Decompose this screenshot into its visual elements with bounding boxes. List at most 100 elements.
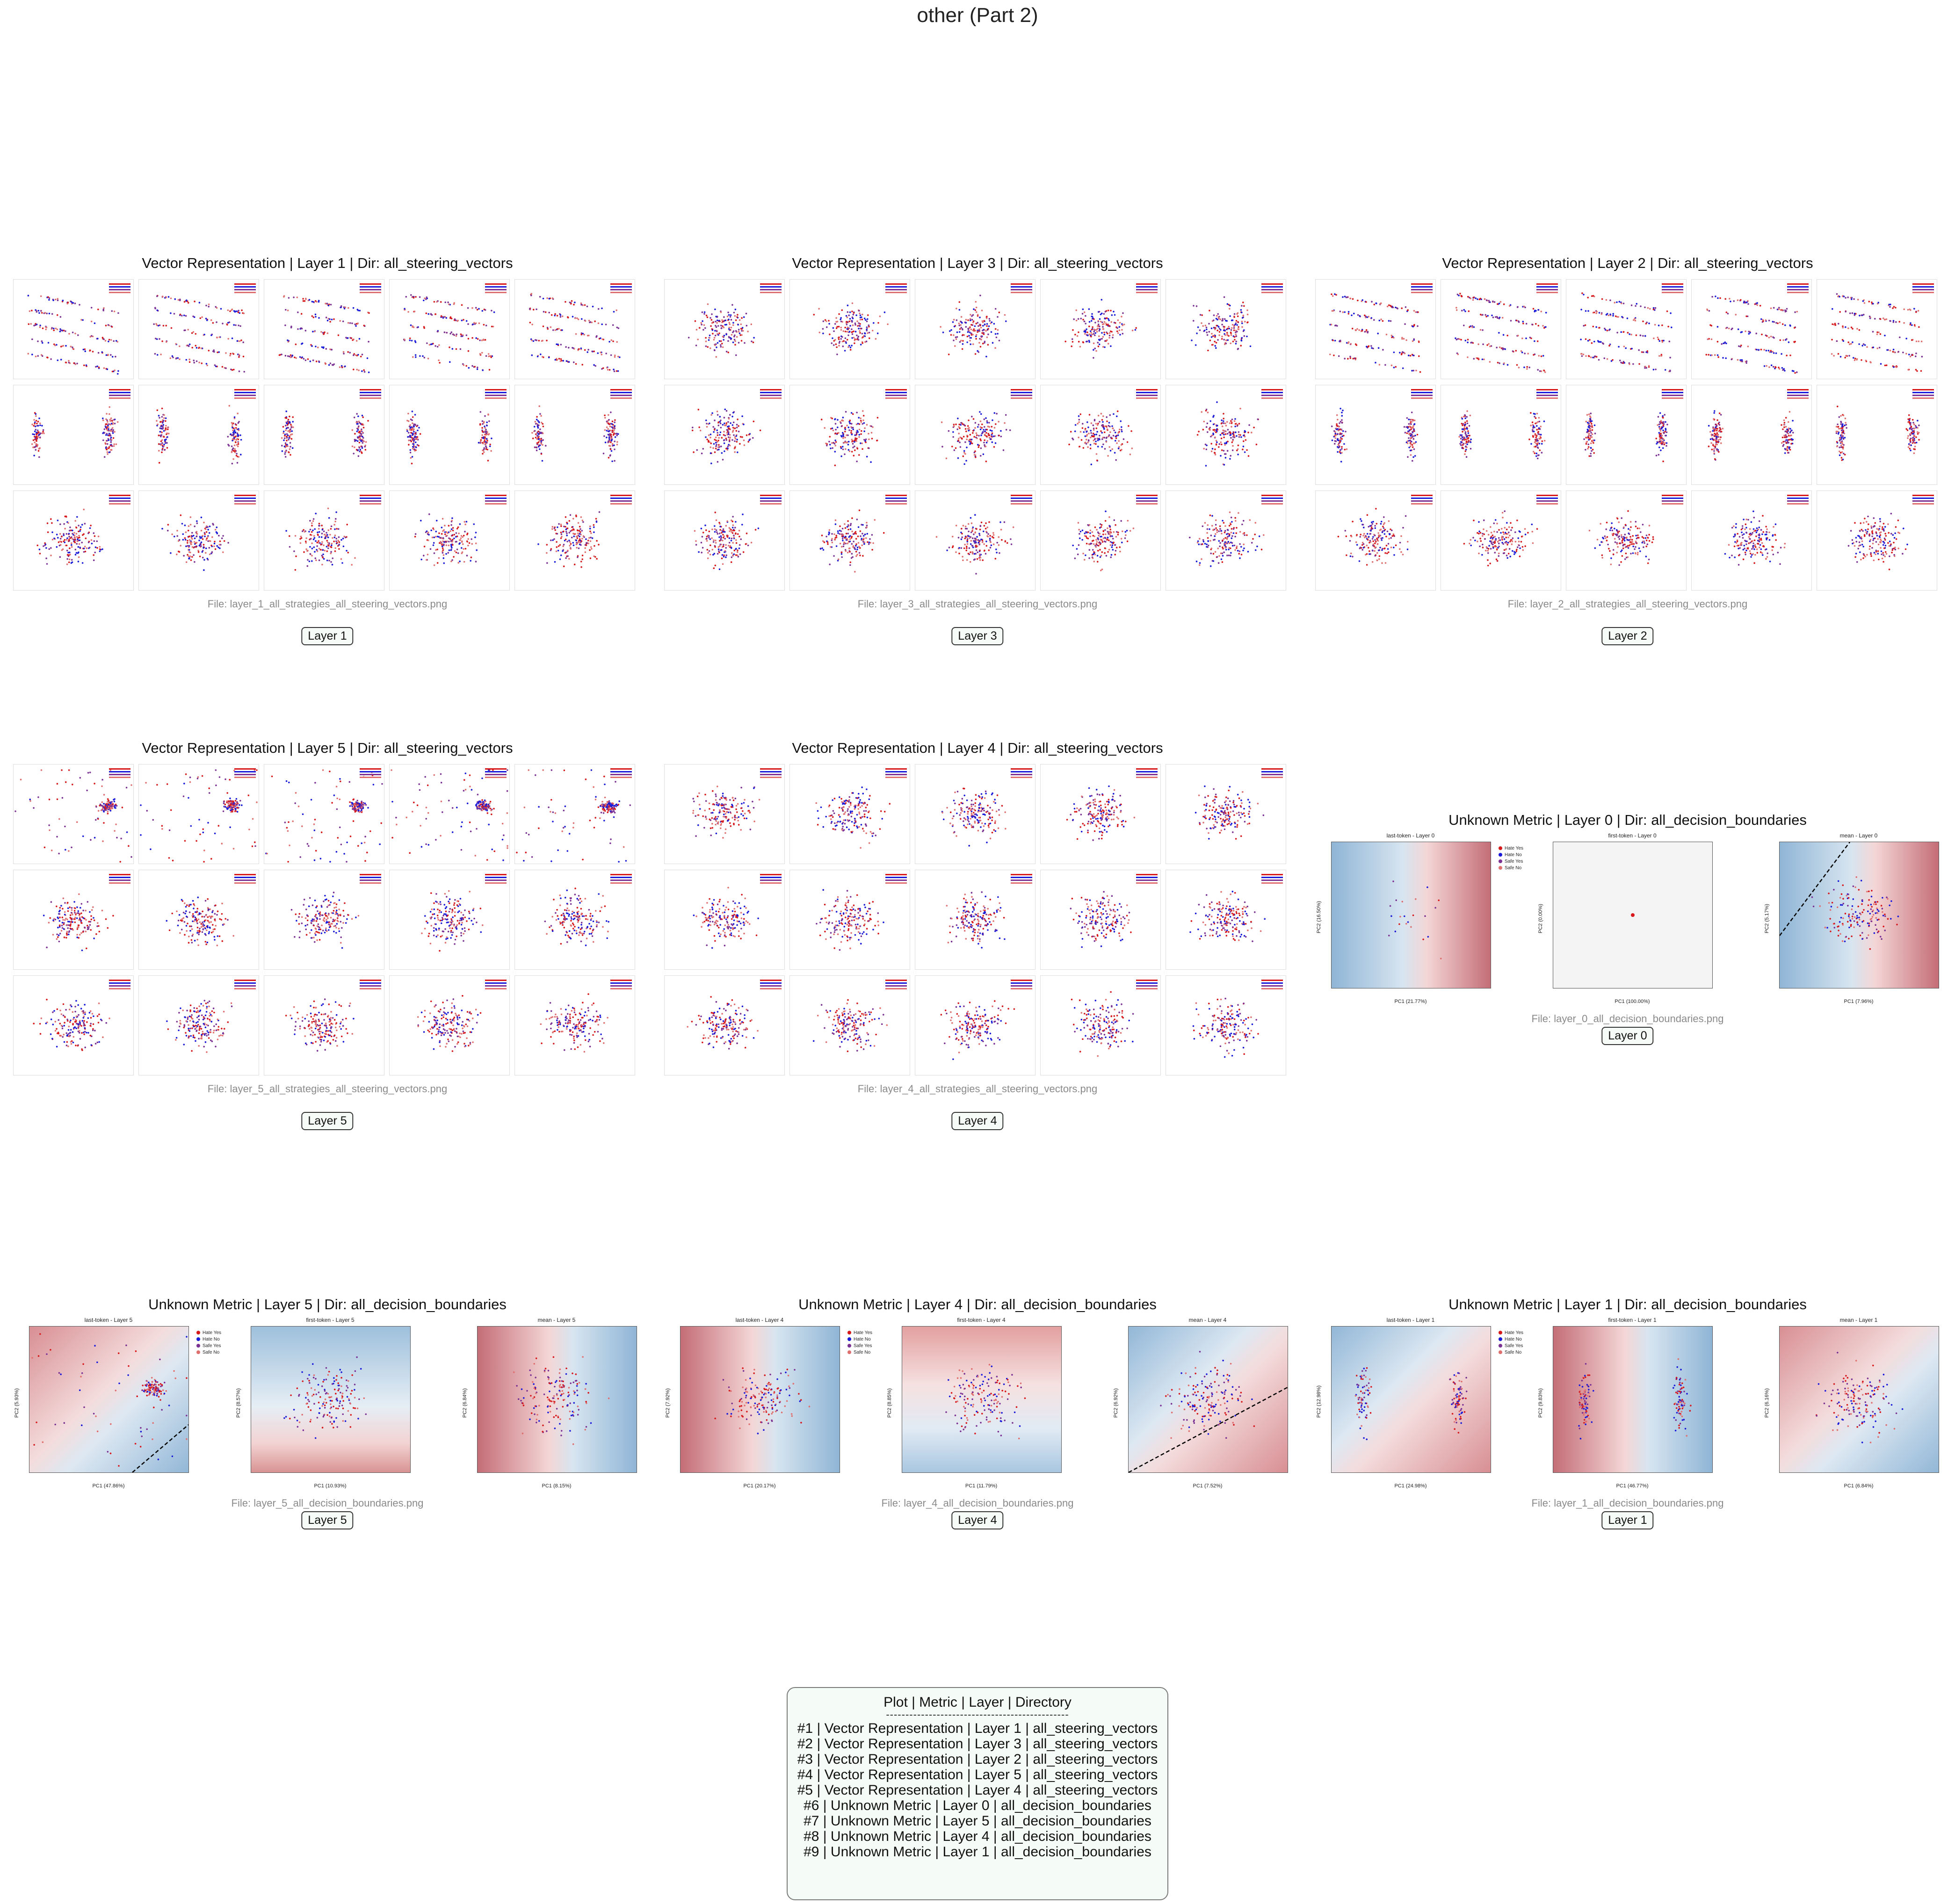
scatter-point [742,330,744,332]
scatter-point [110,339,112,341]
scatter-point [986,323,988,325]
scatter-point [338,543,340,546]
scatter-point [956,336,958,338]
scatter-point [531,432,533,434]
scatter-point [1217,326,1220,328]
scatter-point [609,454,611,457]
scatter-point [109,418,111,421]
scatter-point [1230,332,1232,333]
scatter-point [435,536,437,538]
scatter-point [83,364,85,367]
scatter-point [1090,463,1093,465]
scatter-point [332,537,333,539]
scatter-point [481,339,483,341]
scatter-point [434,345,436,347]
scatter-point [833,533,835,535]
scatter-point [985,553,987,555]
scatter-point [813,314,815,316]
subplot-legend [485,493,507,506]
scatter-point [110,439,113,441]
scatter-point [966,559,968,561]
scatter-point [703,324,705,326]
scatter-point [844,326,846,329]
scatter-point [859,530,862,532]
scatter-point [1223,464,1225,466]
scatter-point [848,345,850,347]
scatter-point [68,558,71,561]
scatter-point [1253,426,1255,429]
legend-swatch [360,397,381,399]
scatter-point [725,447,727,450]
scatter-point [844,542,846,544]
scatter-point [729,329,731,331]
scatter-point [731,556,733,558]
scatter-point [57,299,59,302]
scatter-point [237,311,239,313]
scatter-point [701,311,703,313]
scatter-point [965,319,967,321]
scatter-point [848,320,850,323]
scatter-point [155,323,157,325]
scatter-point [853,541,854,542]
scatter-point [35,445,37,447]
scatter-point [1229,315,1231,317]
scatter-point [78,556,80,558]
scatter-point [448,541,450,543]
scatter-point [470,560,471,562]
scatter-point [581,318,583,320]
scatter-point [463,561,465,563]
scatter-point [113,419,115,421]
scatter-point [99,546,101,548]
scatter-point [1214,335,1216,337]
scatter-point [159,421,161,423]
scatter-point [984,430,986,433]
scatter-point [196,541,198,544]
scatter-point [736,439,738,440]
subplot-legend [610,388,632,400]
scatter-point [162,424,164,426]
scatter-point [604,414,606,417]
scatter-point [967,425,969,427]
scatter-point [848,327,850,329]
scatter-point [233,427,235,429]
scatter-point [109,430,111,432]
scatter-point [973,553,976,555]
scatter-point [734,436,736,438]
scatter-point [329,534,331,536]
scatter-point [600,351,601,353]
scatter-point [329,362,332,364]
scatter-point [211,551,213,553]
scatter-point [580,540,583,542]
scatter-point [236,340,239,342]
scatter-point [864,534,866,535]
scatter-point [50,358,52,360]
scatter-point [846,434,847,436]
legend-swatch [360,392,381,393]
scatter-point [1196,434,1199,436]
scatter-point [864,335,866,337]
scatter-point [701,324,702,325]
scatter-point [970,543,972,545]
scatter-point [835,343,837,345]
scatter-point [203,547,204,549]
scatter-point [62,345,64,347]
scatter-point [942,332,944,333]
scatter-point [840,338,842,340]
scatter-point [78,525,80,526]
scatter-point [691,429,694,432]
scatter-point [852,545,854,547]
scatter-point [537,543,539,545]
scatter-point [290,354,292,356]
scatter-point [616,341,618,343]
legend-swatch [760,500,782,502]
legend-swatch [234,500,256,502]
scatter-point [431,343,433,345]
scatter-point [333,536,336,539]
layer-badge[interactable]: Layer 1 [301,627,354,645]
scatter-point [1244,321,1246,323]
scatter-point [108,430,110,432]
scatter-point [718,536,720,538]
scatter-point [74,303,76,304]
scatter-point [611,426,613,428]
scatter-point [1106,332,1108,333]
